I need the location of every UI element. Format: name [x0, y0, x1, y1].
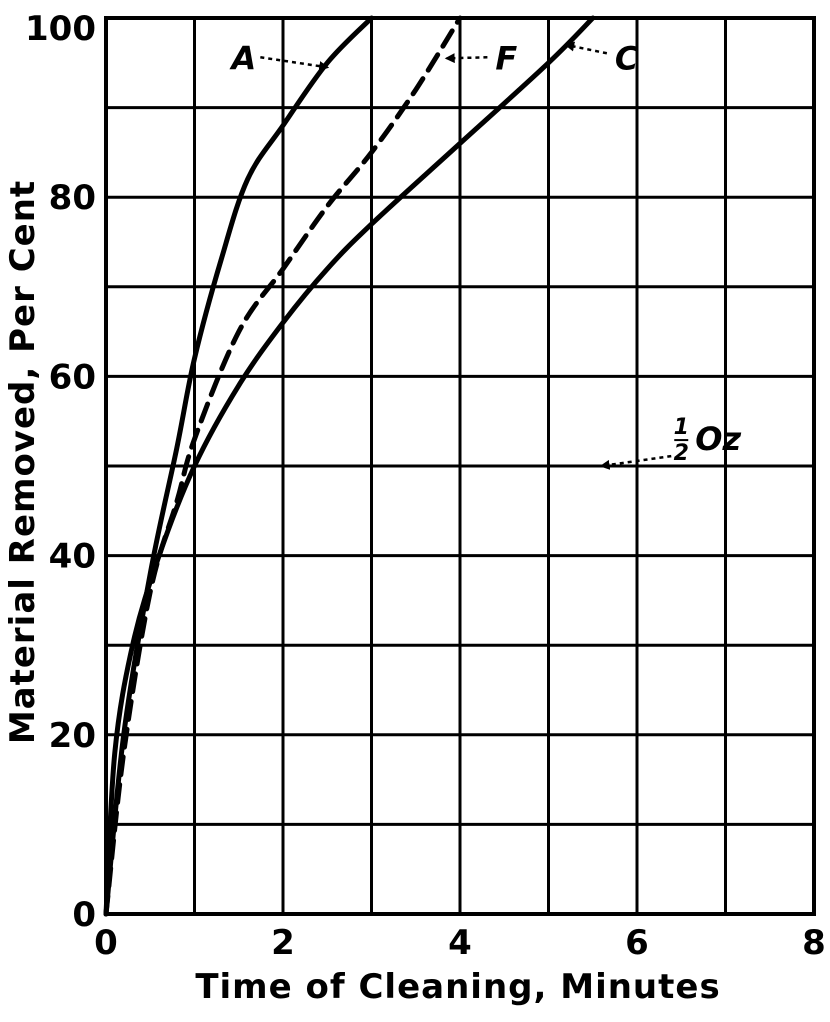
series-line-f — [103, 15, 463, 917]
annotation-label-a: A — [229, 39, 257, 77]
y-tick-label: 80 — [49, 178, 96, 218]
annotation-unit-label: Oz — [695, 420, 741, 458]
annotation-fraction-denominator: 2 — [674, 441, 689, 466]
x-tick-label: 4 — [448, 923, 472, 963]
x-tick-label: 8 — [802, 923, 826, 963]
series-line-a — [103, 15, 374, 917]
x-tick-label: 0 — [94, 923, 118, 963]
y-tick-label: 40 — [49, 537, 96, 577]
annotation-arrow-f — [444, 53, 488, 64]
y-tick-label: 0 — [72, 895, 96, 935]
y-axis-label: Material Removed, Per Cent — [3, 180, 43, 744]
annotation-label-f: F — [495, 39, 517, 77]
annotation-arrow-ref-50 — [599, 454, 672, 470]
x-tick-labels: 0 2 4 6 8 — [94, 923, 826, 963]
series-line-c — [103, 15, 596, 917]
grid — [106, 18, 814, 914]
y-tick-label: 100 — [25, 9, 96, 49]
annotation-arrow-a — [260, 56, 330, 72]
x-tick-label: 2 — [271, 923, 295, 963]
y-tick-label: 60 — [49, 357, 96, 397]
y-tick-label: 20 — [49, 716, 96, 756]
annotations: A F C 12 Oz — [229, 39, 741, 470]
x-tick-label: 6 — [625, 923, 649, 963]
annotation-label-c: C — [615, 39, 639, 77]
annotation-arrow-c — [564, 41, 608, 55]
annotation-fraction-numerator: 1 — [674, 415, 689, 440]
y-tick-labels: 0 20 40 60 80 100 — [25, 9, 96, 935]
series-group — [103, 15, 596, 917]
x-axis-label: Time of Cleaning, Minutes — [195, 967, 720, 1007]
